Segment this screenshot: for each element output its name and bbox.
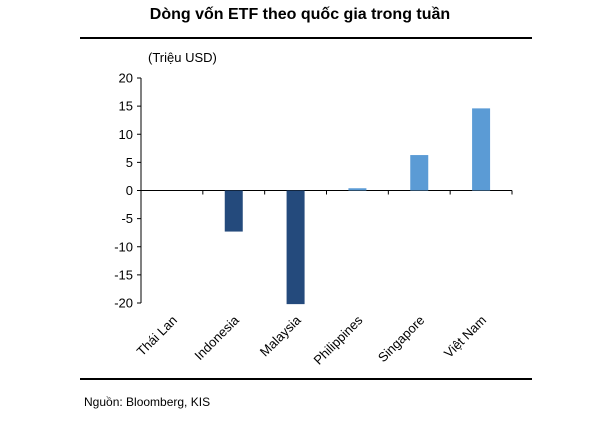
y-tick-label: 15 [119, 99, 133, 114]
category-label: Việt Nam [441, 313, 489, 361]
bar-philippines [348, 188, 367, 191]
y-tick-label: -15 [114, 267, 133, 282]
bottom-divider [80, 378, 532, 380]
top-divider [80, 37, 532, 39]
y-tick-label: -10 [114, 239, 133, 254]
bar-singapore [410, 155, 429, 191]
y-axis-unit-label: (Triệu USD) [148, 50, 217, 65]
y-tick-label: -20 [114, 296, 133, 311]
chart-axes [137, 77, 513, 304]
y-tick-label: 20 [119, 71, 133, 86]
category-label: Thái Lan [134, 313, 180, 359]
category-label: Malaysia [257, 312, 304, 359]
y-tick-label: -5 [121, 211, 133, 226]
bar-việt-nam [472, 108, 491, 191]
y-tick-label: 10 [119, 127, 133, 142]
y-tick-label: 5 [126, 155, 133, 170]
category-label: Philippines [310, 312, 365, 367]
source-note: Nguồn: Bloomberg, KIS [84, 395, 211, 409]
bar-malaysia [286, 190, 305, 305]
category-label: Indonesia [191, 312, 242, 363]
bar-indonesia [224, 190, 243, 232]
y-tick-label: 0 [126, 183, 133, 198]
chart-title: Dòng vốn ETF theo quốc gia trong tuần [149, 6, 451, 23]
chart-bars [224, 108, 491, 305]
category-label: Singapore [375, 313, 428, 366]
